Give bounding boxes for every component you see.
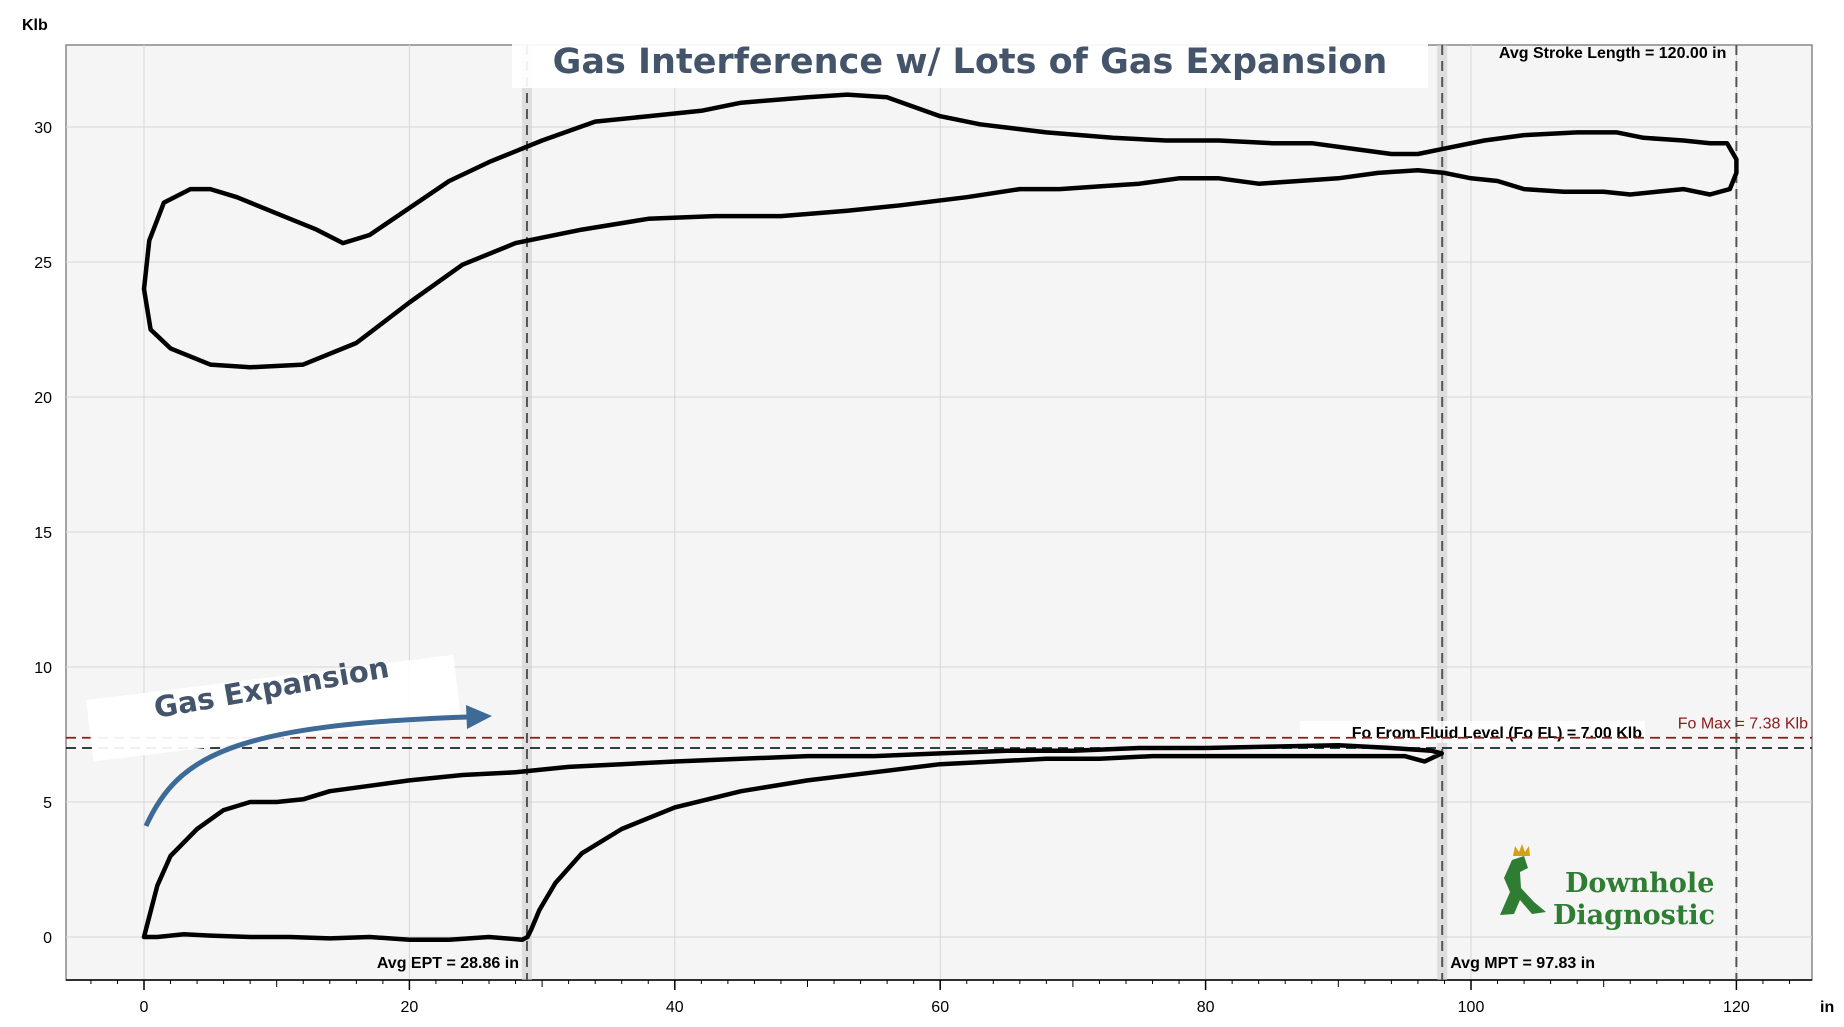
series-group	[141, 92, 1739, 942]
reference-label: Fo From Fluid Level (Fo FL) = 7.00 Klb	[1352, 725, 1642, 742]
reference-lines: Avg EPT = 28.86 in Avg MPT = 97.83 in Avg …	[66, 45, 1812, 980]
axes: 0 20 40 60 80 100 120 0 5 10 15 20 25 30 Klb in	[22, 17, 1834, 1016]
y-tick-label: 0	[43, 930, 52, 947]
x-tick-label: 80	[1197, 999, 1215, 1016]
y-tick-label: 20	[34, 390, 52, 407]
x-axis-label: in	[1820, 999, 1834, 1016]
grid-lines	[66, 45, 1812, 980]
x-tick-label: 0	[140, 999, 149, 1016]
pump-card	[141, 743, 1445, 942]
y-axis-label: Klb	[22, 17, 48, 34]
x-tick-label: 100	[1458, 999, 1485, 1016]
reference-label: Fo Max = 7.38 Klb	[1678, 716, 1808, 733]
x-tick-label: 40	[666, 999, 684, 1016]
chart-title: Gas Interference w/ Lots of Gas Expansio…	[553, 42, 1388, 82]
lizard-icon	[1500, 856, 1546, 915]
surface-card	[141, 92, 1739, 370]
title-box	[512, 40, 1428, 88]
logo-line-1: Downhole	[1565, 868, 1714, 899]
reference-label: Avg EPT = 28.86 in	[377, 955, 519, 972]
y-tick-label: 10	[34, 660, 52, 677]
y-tick-label: 25	[34, 255, 52, 272]
annotation-box	[85, 654, 461, 762]
logo-line-2: Diagnostic	[1553, 900, 1715, 931]
y-tick-label: 5	[43, 795, 52, 812]
y-tick-label: 30	[34, 120, 52, 137]
annotation-arrowhead	[466, 705, 492, 729]
x-tick-label: 120	[1723, 999, 1750, 1016]
plot-area	[65, 44, 1813, 981]
crown-icon	[1513, 844, 1530, 856]
x-tick-label: 20	[401, 999, 419, 1016]
reference-label: Avg MPT = 97.83 in	[1450, 955, 1595, 972]
y-tick-label: 15	[34, 525, 52, 542]
annotation-arrow	[143, 714, 469, 828]
reference-label: Avg Stroke Length = 120.00 in	[1499, 45, 1726, 62]
x-tick-label: 60	[931, 999, 949, 1016]
